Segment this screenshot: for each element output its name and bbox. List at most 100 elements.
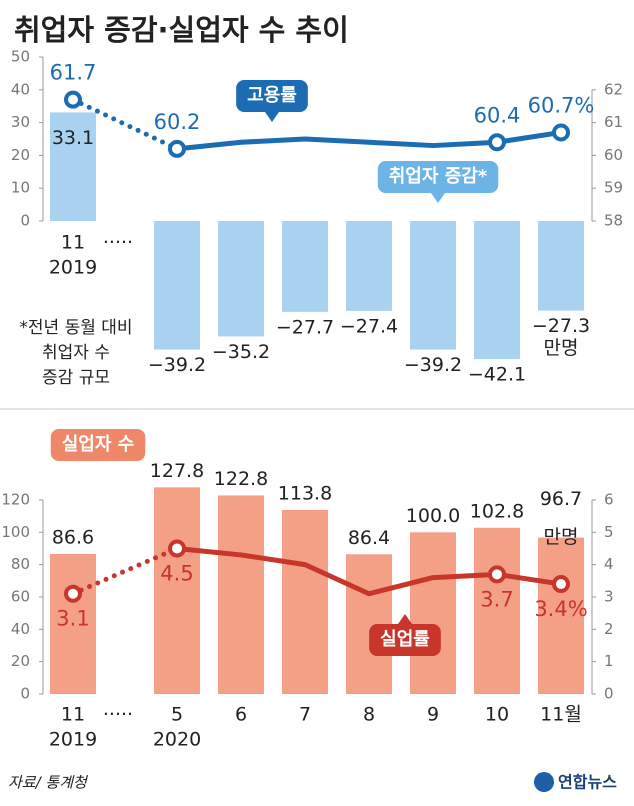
note: 취업자 수 — [42, 343, 110, 363]
source: 자료/ 통계청 — [8, 774, 89, 792]
y-tick-label: 80 — [11, 555, 30, 573]
y2-tick-label: 58 — [604, 212, 623, 230]
legend-badge: 취업자 증감* — [377, 161, 499, 203]
bar — [50, 553, 96, 694]
bar — [474, 221, 520, 360]
y-tick-label: 0 — [20, 212, 30, 230]
bar — [538, 537, 584, 694]
y2-tick-label: 1 — [604, 652, 614, 670]
note: 증감 규모 — [42, 368, 110, 388]
legend-label: 고용률 — [247, 85, 297, 106]
x-year-label: 2019 — [49, 729, 97, 751]
y-tick-label: 120 — [1, 490, 30, 508]
bar-label: −39.2 — [148, 354, 206, 376]
bar — [282, 509, 328, 694]
point — [168, 539, 186, 558]
legend-pointer — [265, 112, 279, 122]
y2-tick-label: 4 — [604, 555, 614, 573]
gap-connector — [70, 97, 180, 152]
unit-label: 만명 — [544, 337, 579, 359]
legend-box — [236, 80, 308, 112]
y2-tick-label: 59 — [604, 179, 623, 197]
y-tick-label: 60 — [11, 587, 30, 605]
legend-label: 취업자 증감* — [389, 166, 488, 187]
bar-label: −27.7 — [276, 316, 334, 338]
bar — [154, 221, 200, 350]
bar-label: 113.8 — [278, 482, 332, 504]
y2-tick-label: 6 — [604, 490, 614, 508]
y-tick-label: 30 — [11, 113, 30, 131]
point — [552, 575, 570, 594]
unit-label: 만명 — [544, 526, 579, 548]
x-tick-label: 11 — [61, 704, 85, 726]
bar — [410, 532, 456, 694]
y-tick-label: 100 — [1, 523, 30, 541]
x-tick-label: 9 — [427, 704, 439, 726]
x-year-label: 2020 — [153, 729, 201, 751]
y2-tick-label: 5 — [604, 523, 614, 541]
x-tick-label: 7 — [299, 704, 311, 726]
point — [488, 565, 506, 584]
x-tick-label: 8 — [363, 704, 375, 726]
line-label: 61.7 — [50, 61, 97, 85]
x-year-label: 2019 — [49, 257, 97, 279]
point — [168, 139, 186, 158]
y-tick-label: 0 — [20, 685, 30, 703]
bar — [218, 495, 264, 694]
legend-box — [50, 429, 146, 461]
y2-tick-label: 60 — [604, 146, 623, 164]
legend-pointer — [398, 614, 412, 624]
logo-icon — [534, 772, 554, 792]
y-tick-label: 40 — [11, 80, 30, 98]
legend-badge: 실업자 수 — [50, 429, 146, 461]
bar — [154, 487, 200, 694]
line-label: 3.1 — [56, 607, 89, 631]
y-tick-label: 40 — [11, 620, 30, 638]
bar-label: −42.1 — [468, 364, 526, 386]
line-label: 3.7 — [480, 587, 513, 611]
legend-box — [377, 161, 499, 193]
x-tick-label: 5 — [171, 704, 183, 726]
legend-box — [369, 624, 441, 656]
y2-tick-label: 0 — [604, 685, 614, 703]
line-label: 60.7% — [528, 93, 595, 117]
bar — [410, 221, 456, 350]
bar-label: 127.8 — [150, 460, 204, 482]
line-label: 4.5 — [160, 561, 193, 585]
logo: 연합뉴스 — [534, 772, 617, 792]
bar-label: 86.4 — [348, 527, 390, 549]
x-tick-label: ····· — [103, 232, 133, 254]
logo-text: 연합뉴스 — [558, 773, 617, 792]
bar — [538, 221, 584, 311]
note: *전년 동월 대비 — [19, 318, 132, 338]
line-label: 60.2 — [154, 110, 201, 134]
y-tick-label: 50 — [11, 48, 30, 66]
y2-tick-label: 61 — [604, 113, 623, 131]
x-tick-label: 11 — [61, 232, 85, 254]
bar-label: 100.0 — [406, 505, 460, 527]
y-tick-label: 10 — [11, 179, 30, 197]
x-tick-label: ····· — [103, 704, 133, 726]
y2-tick-label: 3 — [604, 587, 614, 605]
y2-tick-label: 62 — [604, 80, 623, 98]
y-tick-label: 20 — [11, 146, 30, 164]
x-tick-label: 11월 — [540, 704, 582, 726]
x-tick-label: 6 — [235, 704, 247, 726]
bar — [474, 527, 520, 694]
bar-label: −27.4 — [340, 315, 398, 337]
bar — [50, 112, 96, 221]
x-tick-label: 10 — [485, 704, 509, 726]
legend-badge: 고용률 — [236, 80, 308, 122]
bar-label: −35.2 — [212, 341, 270, 363]
bar-label: 33.1 — [52, 127, 94, 149]
bar-label: −39.2 — [404, 354, 462, 376]
bar-label: 86.6 — [52, 526, 94, 548]
gap-connector — [70, 545, 180, 597]
y-tick-label: 20 — [11, 652, 30, 670]
point — [64, 584, 82, 603]
bar-label: 122.8 — [214, 468, 268, 490]
legend-label: 실업자 수 — [62, 434, 135, 455]
point — [64, 90, 82, 109]
line-label: 3.4% — [534, 597, 587, 621]
legend-label: 실업률 — [380, 629, 430, 650]
